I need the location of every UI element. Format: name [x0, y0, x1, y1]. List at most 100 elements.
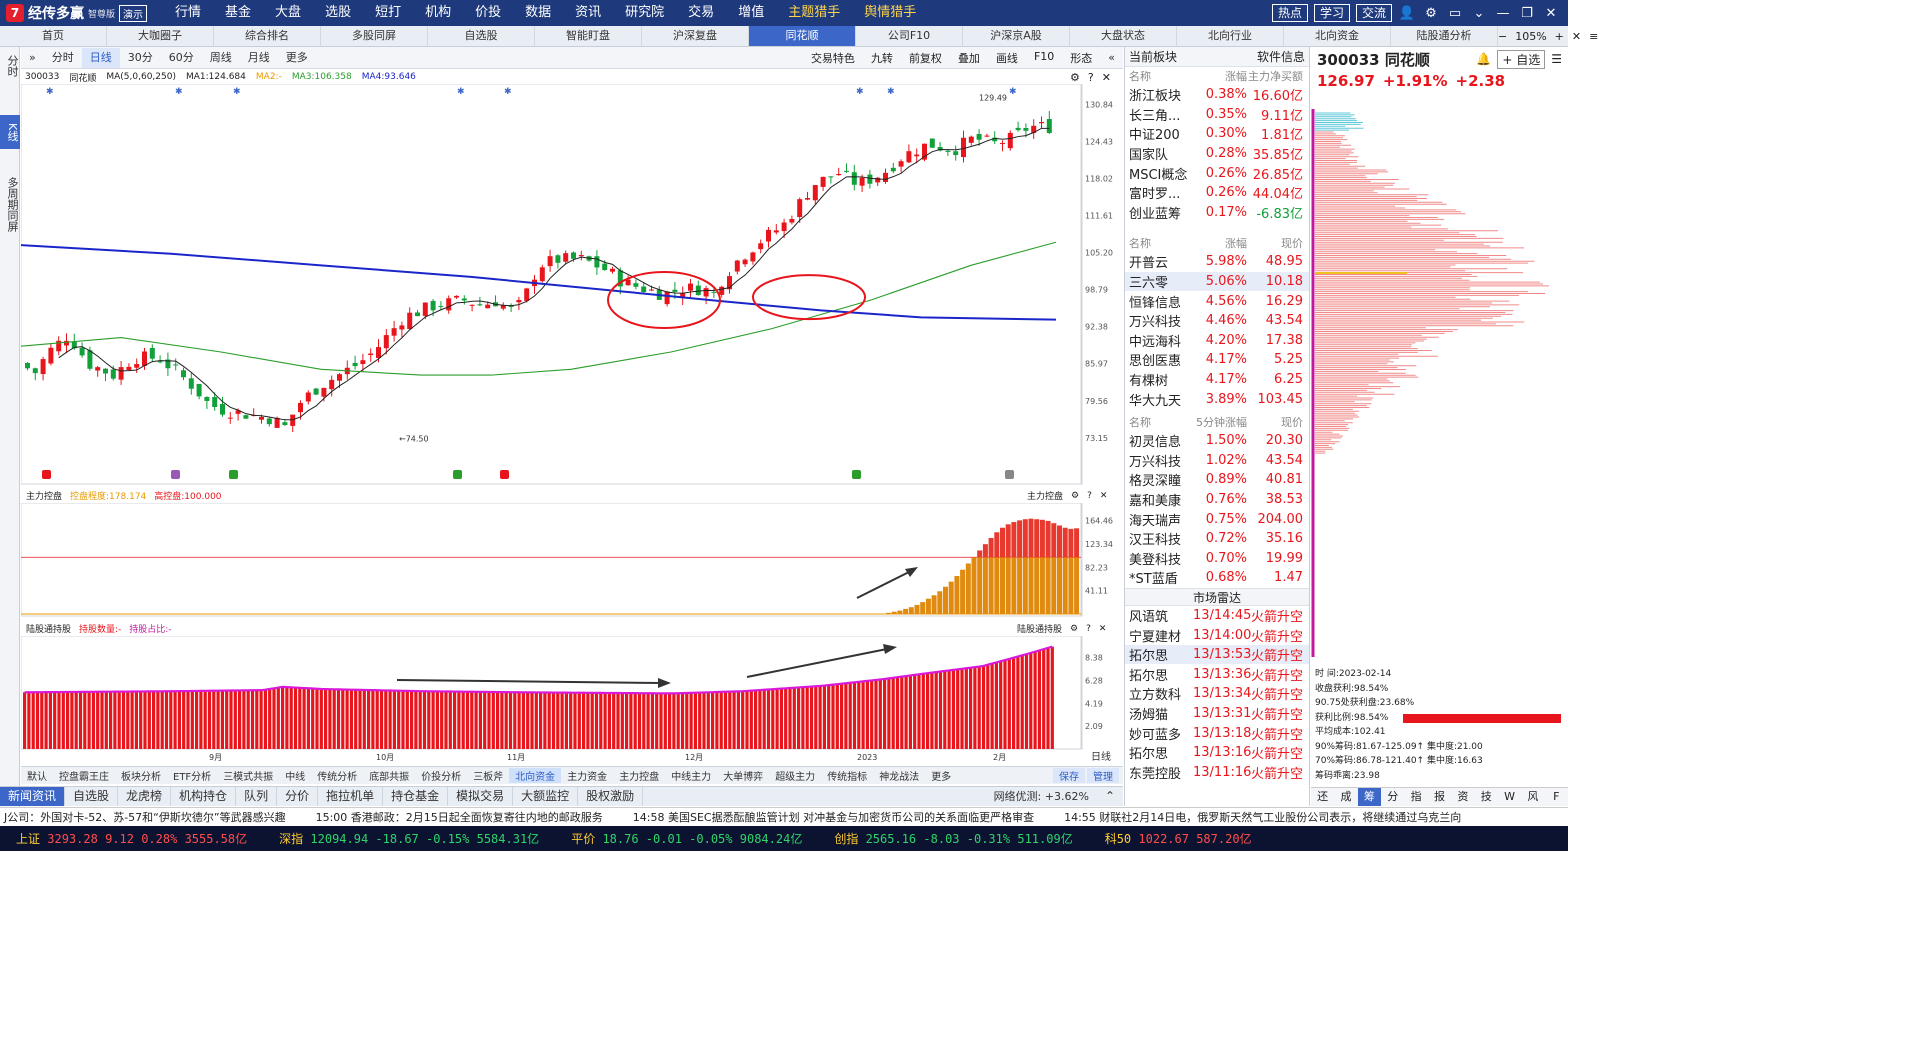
speed-row[interactable]: 汉王科技 0.72% 35.16: [1125, 529, 1309, 549]
learn-button[interactable]: 学习: [1313, 4, 1350, 22]
period-3[interactable]: 60分: [168, 50, 194, 64]
speed-row[interactable]: *ST蓝盾 0.68% 1.47: [1125, 568, 1309, 588]
restore-icon[interactable]: ❐: [1521, 5, 1533, 21]
indicator-tab-14[interactable]: 大单博弈: [723, 772, 764, 783]
chip-btn-6[interactable]: 资: [1457, 790, 1469, 803]
tab-close-icon[interactable]: ✕: [1571, 29, 1582, 43]
radar-row[interactable]: 立方数科 13/13:34 火箭升空: [1125, 684, 1309, 704]
chip-btn-2[interactable]: 筹: [1357, 788, 1382, 806]
radar-row[interactable]: 妙可蓝多 13/13:18 火箭升空: [1125, 723, 1309, 743]
settings-icon[interactable]: ⚙: [1425, 5, 1437, 21]
tab-minute-chart[interactable]: 分时: [6, 55, 19, 77]
menu-item-10[interactable]: 交易: [688, 5, 715, 20]
chip-btn-1[interactable]: 成: [1340, 790, 1352, 803]
tab-6[interactable]: 沪深复盘: [642, 26, 749, 46]
period-5[interactable]: 月线: [247, 50, 270, 64]
ma-params[interactable]: MA(5,0,60,250): [106, 72, 176, 82]
tab-7[interactable]: 同花顺: [749, 26, 856, 46]
chip-btn-4[interactable]: 指: [1410, 790, 1422, 803]
menu-item-12[interactable]: 主题猎手: [788, 5, 841, 20]
news-tab-10[interactable]: 股权激励: [578, 787, 644, 806]
menu-item-4[interactable]: 短打: [375, 5, 402, 20]
chart-tool-0[interactable]: 交易特色: [810, 51, 855, 65]
indicator-tab-7[interactable]: 底部共振: [369, 772, 410, 783]
sector-row[interactable]: 中证200 0.30% 1.81亿: [1125, 124, 1309, 144]
indicator-tab-12[interactable]: 主力控盘: [619, 772, 660, 783]
close-icon[interactable]: ✕: [1098, 623, 1107, 634]
indicator-tab-9[interactable]: 三板斧: [473, 772, 504, 783]
chip-btn-9[interactable]: 风: [1527, 790, 1539, 803]
sector-row[interactable]: 创业蓝筹 0.17% -6.83亿: [1125, 203, 1309, 223]
help-icon[interactable]: ?: [1087, 490, 1092, 501]
indicator-tab-2[interactable]: 板块分析: [121, 772, 161, 783]
hot-button[interactable]: 热点: [1271, 4, 1308, 22]
menu-item-9[interactable]: 研究院: [625, 5, 665, 20]
news-tab-9[interactable]: 大额监控: [513, 787, 579, 806]
indicator-tab-15[interactable]: 超级主力: [775, 772, 816, 783]
add-watchlist-button[interactable]: + 自选: [1497, 49, 1546, 69]
period-4[interactable]: 周线: [209, 50, 232, 64]
news-tab-8[interactable]: 模拟交易: [448, 787, 514, 806]
menu-item-2[interactable]: 大盘: [275, 5, 302, 20]
tab-8[interactable]: 公司F10: [856, 26, 963, 46]
gain-row[interactable]: 思创医惠 4.17% 5.25: [1125, 350, 1309, 370]
expand-icon[interactable]: »: [29, 50, 36, 64]
menu-icon[interactable]: ☰: [1551, 52, 1562, 66]
chip-btn-0[interactable]: 还: [1317, 790, 1329, 803]
tab-0[interactable]: 首页: [0, 26, 107, 46]
period-6[interactable]: 更多: [285, 50, 308, 64]
radar-row[interactable]: 拓尔思 13/13:53 火箭升空: [1125, 644, 1309, 665]
indicator-tab-1[interactable]: 控盘霸王庄: [59, 772, 109, 783]
settings-icon[interactable]: ⚙: [1070, 71, 1080, 84]
radar-row[interactable]: 宁夏建材 13/14:00 火箭升空: [1125, 625, 1309, 645]
speed-row[interactable]: 万兴科技 1.02% 43.54: [1125, 451, 1309, 471]
menu-item-7[interactable]: 数据: [525, 5, 552, 20]
chevron-down-icon[interactable]: ⌄: [1473, 5, 1485, 21]
indicator-tab-5[interactable]: 中线: [285, 772, 306, 783]
close-icon[interactable]: ✕: [1101, 71, 1111, 84]
tab-5[interactable]: 智能盯盘: [535, 26, 642, 46]
menu-item-11[interactable]: 增值: [738, 5, 765, 20]
sector-row[interactable]: MSCI概念 0.26% 26.85亿: [1125, 163, 1309, 183]
demo-badge[interactable]: 演示: [119, 4, 148, 22]
tab-10[interactable]: 大盘状态: [1070, 26, 1177, 46]
chip-btn-8[interactable]: W: [1504, 790, 1515, 803]
radar-row[interactable]: 拓尔思 13/13:16 火箭升空: [1125, 743, 1309, 763]
index-4[interactable]: 科50 1022.67 587.20亿: [1089, 830, 1268, 847]
radar-row[interactable]: 拓尔思 13/13:36 火箭升空: [1125, 664, 1309, 684]
tab-11[interactable]: 北向行业: [1177, 26, 1284, 46]
minimize-icon[interactable]: —: [1496, 5, 1510, 21]
chip-btn-3[interactable]: 分: [1387, 790, 1399, 803]
sector-row[interactable]: 浙江板块 0.38% 16.60亿: [1125, 85, 1309, 105]
menu-item-8[interactable]: 资讯: [575, 5, 602, 20]
user-icon[interactable]: 👤: [1398, 5, 1416, 21]
chart-tool-1[interactable]: 九转: [870, 51, 893, 65]
index-3[interactable]: 创指 2565.16 -8.03 -0.31% 511.09亿: [818, 830, 1088, 847]
indicator-tab-17[interactable]: 神龙战法: [879, 772, 920, 783]
period-1[interactable]: 日线: [81, 47, 120, 68]
help-icon[interactable]: ?: [1086, 623, 1091, 634]
gain-row[interactable]: 三六零 5.06% 10.18: [1125, 271, 1309, 292]
speed-row[interactable]: 嘉和美康 0.76% 38.53: [1125, 490, 1309, 510]
expand-up-icon[interactable]: ⌃: [1104, 789, 1115, 803]
tab-2[interactable]: 综合排名: [214, 26, 321, 46]
gain-row[interactable]: 有棵树 4.17% 6.25: [1125, 370, 1309, 390]
chart-tool-4[interactable]: 画线: [995, 51, 1018, 65]
gain-row[interactable]: 恒锋信息 4.56% 16.29: [1125, 291, 1309, 311]
gain-row[interactable]: 万兴科技 4.46% 43.54: [1125, 311, 1309, 331]
chart-tool-5[interactable]: F10: [1033, 49, 1055, 63]
menu-item-3[interactable]: 选股: [325, 5, 352, 20]
settings-icon[interactable]: ⚙: [1070, 623, 1079, 634]
tab-kline[interactable]: K线: [0, 115, 20, 150]
gain-row[interactable]: 中远海科 4.20% 17.38: [1125, 331, 1309, 351]
period-0[interactable]: 分时: [51, 50, 74, 64]
ticker-item[interactable]: 14:58 美国SEC据悉酝酿监管计划 对冲基金与加密货币公司的关系面临更严格审…: [632, 811, 1035, 824]
menu-item-6[interactable]: 价投: [475, 5, 502, 20]
index-0[interactable]: 上证 3293.28 9.12 0.28% 3555.58亿: [0, 830, 263, 847]
tab-4[interactable]: 自选股: [428, 26, 535, 46]
kline-chart[interactable]: 130.84 124.43 118.02 111.61 105.20 98.79 92.38…: [21, 84, 1123, 486]
indicator-tab-10[interactable]: 北向资金: [509, 768, 562, 783]
tab-9[interactable]: 沪深京A股: [963, 26, 1070, 46]
zoom-out-icon[interactable]: −: [1498, 29, 1508, 43]
chart-tool-2[interactable]: 前复权: [908, 51, 942, 65]
